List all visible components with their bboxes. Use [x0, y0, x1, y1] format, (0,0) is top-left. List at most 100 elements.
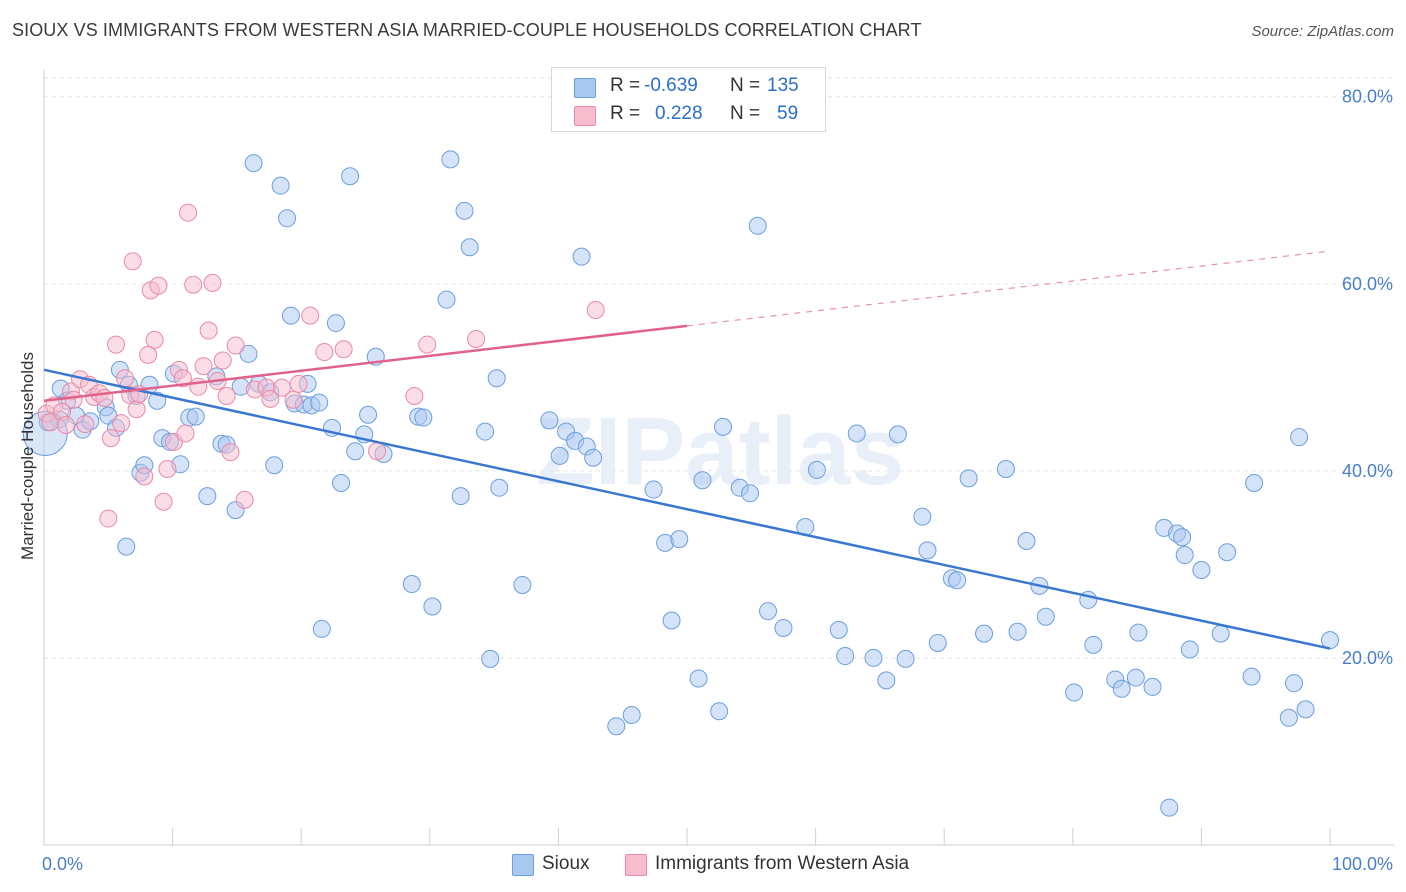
- x-tick-label: 0.0%: [42, 854, 83, 874]
- sioux-point: [423, 597, 442, 616]
- western-asia-point: [217, 387, 236, 406]
- sioux-point: [896, 649, 915, 668]
- n-value: 59: [777, 103, 799, 124]
- sioux-point: [451, 487, 470, 506]
- western-asia-point: [226, 336, 245, 355]
- chart-title: SIOUX VS IMMIGRANTS FROM WESTERN ASIA MA…: [12, 20, 922, 40]
- x-tick-labels: 0.0% 100.0%: [42, 854, 1393, 874]
- sioux-point: [1242, 667, 1261, 686]
- sioux-point: [1279, 708, 1298, 727]
- western-asia-point: [176, 424, 195, 443]
- sioux-point: [1218, 543, 1237, 562]
- r-label: R =: [610, 75, 641, 96]
- sioux-swatch: [574, 78, 596, 98]
- sioux-point: [239, 344, 258, 363]
- sioux-point: [481, 649, 500, 668]
- sioux-point: [414, 408, 433, 427]
- r-label: R =: [610, 103, 641, 124]
- western-asia-point: [99, 509, 118, 528]
- sioux-point: [1065, 683, 1084, 702]
- western-asia-point: [116, 369, 135, 388]
- sioux-point: [877, 671, 896, 690]
- sioux-point: [540, 411, 559, 430]
- sioux-point: [928, 633, 947, 652]
- sioux-point: [281, 306, 300, 325]
- r-value: 0.228: [655, 103, 703, 124]
- sioux-point: [310, 393, 329, 412]
- western-asia-point: [405, 387, 424, 406]
- sioux-point: [584, 448, 603, 467]
- western-asia-point: [184, 275, 203, 294]
- sioux-point: [186, 407, 205, 426]
- sioux-point: [1284, 674, 1303, 693]
- sioux-point: [864, 648, 883, 667]
- sioux-point: [244, 154, 263, 173]
- sioux-point: [748, 216, 767, 235]
- sioux-point: [1321, 631, 1339, 650]
- western-asia-swatch: [574, 106, 596, 126]
- western-asia-trendline: [43, 324, 688, 402]
- sioux-point: [913, 507, 932, 526]
- sioux-point: [265, 456, 284, 475]
- western-asia-point: [123, 252, 142, 271]
- sioux-point: [1008, 622, 1027, 641]
- western-asia-point: [301, 306, 320, 325]
- sioux-point: [1175, 546, 1194, 565]
- sioux-point: [437, 290, 456, 309]
- y-tick-labels: 20.0% 40.0% 60.0% 80.0%: [1342, 87, 1393, 668]
- sioux-point: [829, 620, 848, 639]
- western-asia-point: [261, 389, 280, 408]
- western-asia-point: [467, 329, 486, 348]
- sioux-legend-swatch: [512, 854, 534, 876]
- y-tick-label: 80.0%: [1342, 87, 1393, 107]
- sioux-point: [359, 405, 378, 424]
- sioux-point: [455, 201, 474, 220]
- source-credit: Source: ZipAtlas.com: [1251, 23, 1394, 40]
- western-asia-point: [203, 273, 222, 292]
- sioux-point: [670, 530, 689, 549]
- western-asia-point: [368, 442, 387, 461]
- y-tick-label: 20.0%: [1342, 648, 1393, 668]
- sioux-point: [741, 484, 760, 503]
- sioux-point: [1296, 700, 1315, 719]
- western-asia-point: [235, 490, 254, 509]
- western-asia-legend-swatch: [625, 854, 647, 876]
- sioux-point: [710, 702, 729, 721]
- axes: [43, 70, 1394, 846]
- n-label: N =: [730, 103, 761, 124]
- western-asia-point: [76, 415, 95, 434]
- western-asia-point: [334, 340, 353, 359]
- western-asia-point: [189, 377, 208, 396]
- western-asia-point: [213, 351, 232, 370]
- western-asia-point: [221, 443, 240, 462]
- x-tick-label: 100.0%: [1332, 854, 1393, 874]
- y-axis-label: Married-couple Households: [18, 352, 37, 560]
- sioux-point: [326, 314, 345, 333]
- western-asia-trendline-extension: [686, 250, 1331, 327]
- sioux-point: [918, 541, 937, 560]
- western-asia-point: [107, 335, 126, 354]
- y-tick-label: 60.0%: [1342, 274, 1393, 294]
- western-asia-point: [56, 416, 75, 435]
- sioux-point: [959, 469, 978, 488]
- sioux-point: [714, 417, 733, 436]
- sioux-point: [117, 537, 136, 556]
- sioux-point: [1192, 561, 1211, 580]
- sioux-point: [1173, 528, 1192, 547]
- western-asia-point: [289, 374, 308, 393]
- western-asia-point: [135, 467, 154, 486]
- western-asia-point: [284, 390, 303, 409]
- sioux-point: [278, 209, 297, 228]
- sioux-point: [487, 369, 506, 388]
- western-asia-point: [64, 390, 83, 409]
- sioux-point: [1112, 679, 1131, 698]
- western-asia-point: [199, 321, 218, 340]
- western-asia-point: [112, 414, 131, 433]
- sioux-point: [888, 425, 907, 444]
- sioux-point: [689, 669, 708, 688]
- trendlines: [43, 250, 1331, 650]
- western-asia-point: [127, 400, 146, 419]
- sioux-point: [607, 717, 626, 736]
- western-asia-point: [179, 203, 198, 222]
- x-ticks: [43, 828, 1331, 845]
